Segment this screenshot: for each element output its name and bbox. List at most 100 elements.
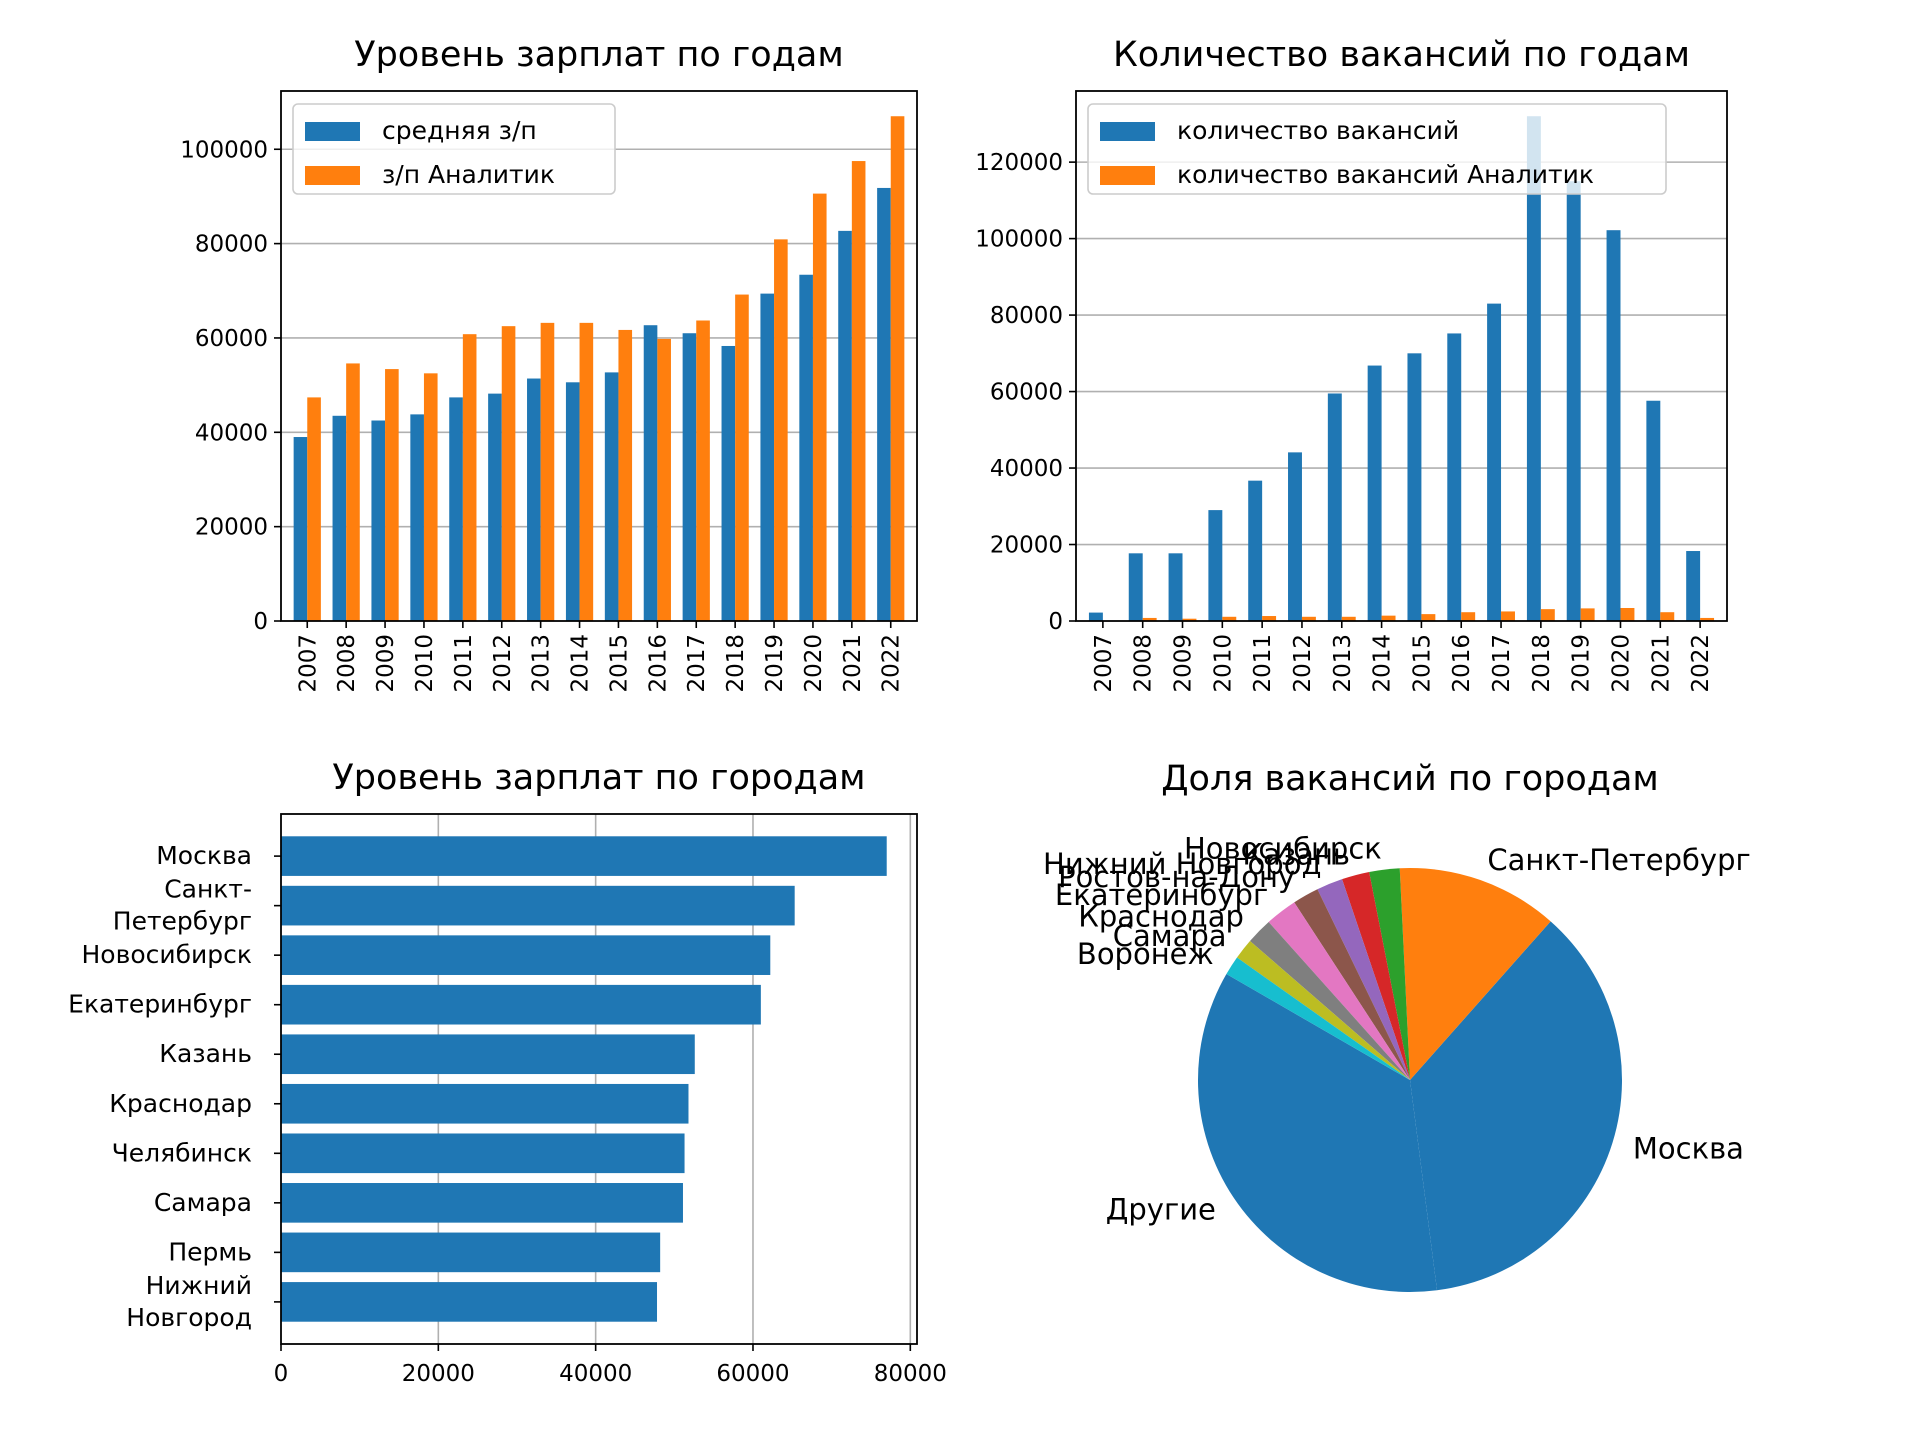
pie-label: Новосибирск: [1184, 832, 1382, 866]
y-tick-label-line: Краснодар: [109, 1089, 252, 1118]
y-tick-label: Челябинск: [112, 1138, 252, 1167]
y-tick-label: 80000: [195, 232, 268, 258]
bar: [774, 239, 788, 622]
chart-title: Доля вакансий по городам: [1161, 759, 1659, 799]
x-tick-label: 2007: [295, 634, 321, 693]
bar: [1580, 608, 1595, 621]
x-tick-label: 2014: [568, 634, 594, 693]
bar: [1088, 612, 1103, 621]
bar: [540, 322, 555, 621]
y-tick-label: 120000: [975, 150, 1063, 176]
bar: [462, 334, 477, 621]
y-tick-label-line: Казань: [159, 1039, 252, 1068]
axes-frame: [280, 90, 918, 622]
pie-slice: [1410, 921, 1622, 1291]
bar: [1660, 612, 1675, 621]
bar: [449, 397, 463, 621]
bar: [281, 1133, 685, 1174]
legend: количество вакансий количество вакансий А…: [1087, 103, 1667, 195]
y-tick-label: Краснодар: [109, 1089, 252, 1118]
x-tick-label: 2013: [529, 634, 555, 693]
pie-slice: [1249, 921, 1410, 1080]
x-tick-label: 2012: [490, 634, 516, 693]
bar: [1248, 480, 1263, 621]
bar: [423, 373, 438, 621]
bar: [1686, 551, 1701, 621]
x-tick-label: 2015: [606, 634, 632, 693]
pie-slice: [1226, 957, 1410, 1080]
bar: [812, 193, 827, 622]
pie-slice: [1369, 868, 1410, 1080]
x-tick-label: 2019: [1569, 634, 1595, 693]
y-tick-label: 20000: [990, 533, 1063, 559]
pie-slice: [1317, 879, 1410, 1080]
y-tick-label: Казань: [159, 1039, 252, 1068]
bar: [501, 326, 516, 621]
x-tick-label: 2013: [1330, 634, 1356, 693]
y-tick-label: 100000: [975, 227, 1063, 253]
bar: [1142, 617, 1157, 621]
bar: [1606, 230, 1621, 621]
bar: [1182, 618, 1197, 621]
bar: [281, 984, 761, 1025]
y-tick-label-line: Нижний: [146, 1271, 252, 1300]
x-tick-label: 2019: [762, 634, 788, 693]
bar: [1526, 116, 1541, 621]
bar: [838, 230, 852, 621]
pie-slice: [1197, 974, 1438, 1293]
y-tick-label: Москва: [156, 841, 252, 870]
x-tick-label: 2007: [1091, 634, 1117, 693]
x-tick-label: 2010: [1210, 634, 1236, 693]
x-tick-label: 40000: [559, 1361, 632, 1387]
bar: [721, 345, 736, 621]
y-tick-label: 100000: [180, 137, 268, 163]
bar: [281, 935, 771, 975]
y-tick-label-line: Санкт-: [164, 875, 252, 904]
x-tick-label: 60000: [716, 1361, 789, 1387]
pie-slice: [1236, 940, 1410, 1080]
bar: [488, 393, 502, 621]
pie-label: Краснодар: [1078, 899, 1244, 933]
bar: [579, 322, 594, 621]
bar: [281, 1083, 689, 1124]
legend-swatch: [305, 122, 360, 141]
x-tick-label: 2022: [879, 634, 905, 693]
x-tick-label: 0: [274, 1361, 289, 1387]
legend-swatch: [1100, 122, 1155, 141]
x-tick-label: 2008: [1131, 634, 1157, 693]
legend-label: средняя з/п: [382, 116, 537, 145]
salary-by-city-chart: Москва Санкт- Петербург Новосибирск Екатерин…: [68, 758, 947, 1387]
x-tick-label: 2015: [1409, 634, 1435, 693]
pie-slice: [1294, 889, 1410, 1080]
bar: [1407, 353, 1422, 621]
bar: [696, 320, 710, 621]
bar: [346, 363, 360, 621]
bar: [760, 293, 775, 621]
x-tick-label: 2018: [723, 634, 749, 693]
x-tick-label: 2016: [645, 634, 671, 693]
pie-slice: [1342, 871, 1410, 1080]
y-tick-label-line: Челябинск: [112, 1138, 252, 1167]
pie-slice: [1399, 868, 1551, 1080]
bar: [799, 274, 813, 621]
bar: [877, 187, 891, 621]
y-tick-label-line: Петербург: [113, 907, 252, 936]
x-tick-label: 2009: [373, 634, 399, 693]
y-tick-label: 0: [253, 609, 268, 635]
x-tick-label: 2014: [1370, 634, 1396, 693]
chart-title: Уровень зарплат по городам: [332, 758, 865, 798]
bar: [281, 1183, 683, 1223]
y-tick-label: Пермь: [168, 1237, 252, 1266]
bar: [1168, 553, 1183, 621]
legend-box: [292, 103, 616, 195]
legend-label: количество вакансий Аналитик: [1177, 160, 1594, 189]
bar: [657, 338, 671, 621]
bar: [618, 329, 633, 621]
x-tick-label: 2011: [451, 634, 477, 693]
axes-frame: [280, 813, 918, 1345]
y-tick-label: 60000: [990, 380, 1063, 406]
bar: [1381, 615, 1396, 621]
bar: [1341, 616, 1356, 621]
salary-by-year-chart: 0 20000 40000 60000 80000 100000 2007 2008 2009 2…: [180, 35, 918, 693]
